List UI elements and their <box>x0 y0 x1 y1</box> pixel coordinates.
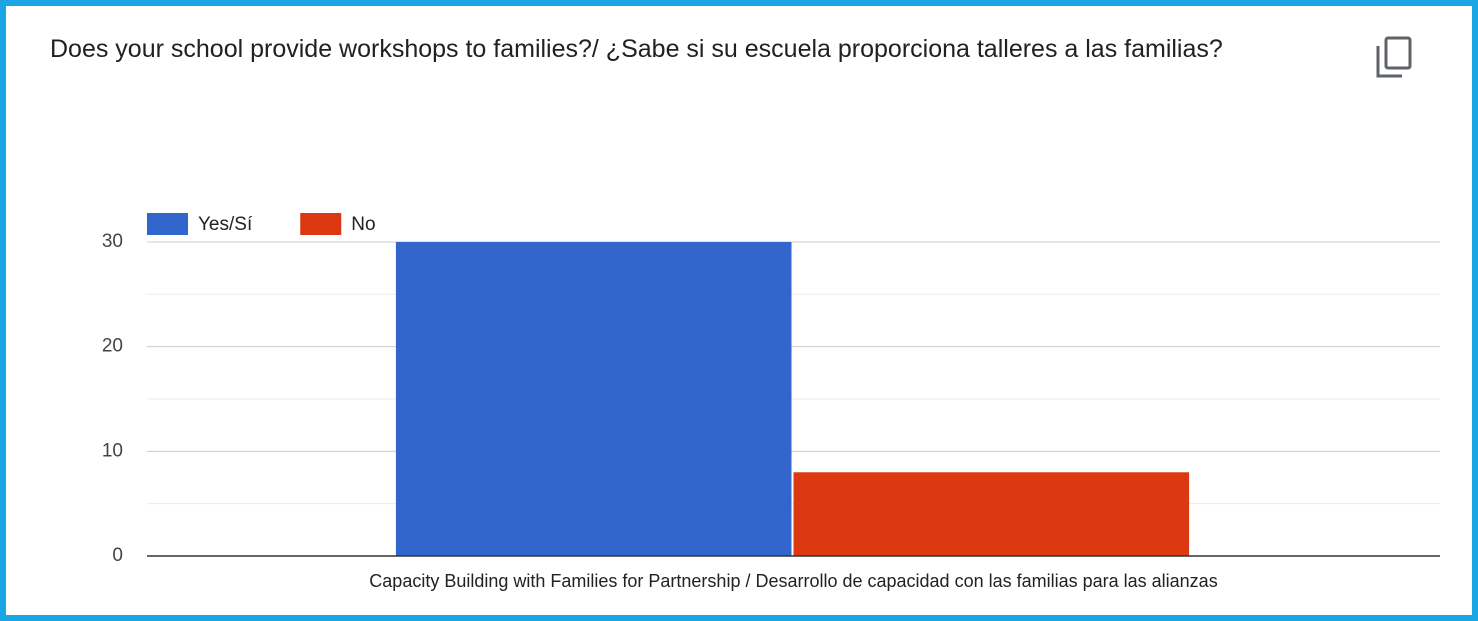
legend-label: No <box>351 214 375 235</box>
x-tick-label: Capacity Building with Families for Part… <box>369 571 1217 591</box>
y-tick-label: 30 <box>102 231 123 252</box>
chart-title: Does your school provide workshops to fa… <box>50 35 1223 63</box>
y-tick-label: 10 <box>102 440 123 461</box>
y-tick-label: 0 <box>112 545 123 566</box>
legend-swatch <box>300 213 342 235</box>
bar <box>395 242 792 556</box>
y-tick-label: 20 <box>102 336 123 357</box>
legend-label: Yes/Sí <box>198 214 253 235</box>
legend-swatch <box>147 213 188 235</box>
copy-icon[interactable] <box>1372 34 1416 82</box>
bar <box>793 472 1190 556</box>
